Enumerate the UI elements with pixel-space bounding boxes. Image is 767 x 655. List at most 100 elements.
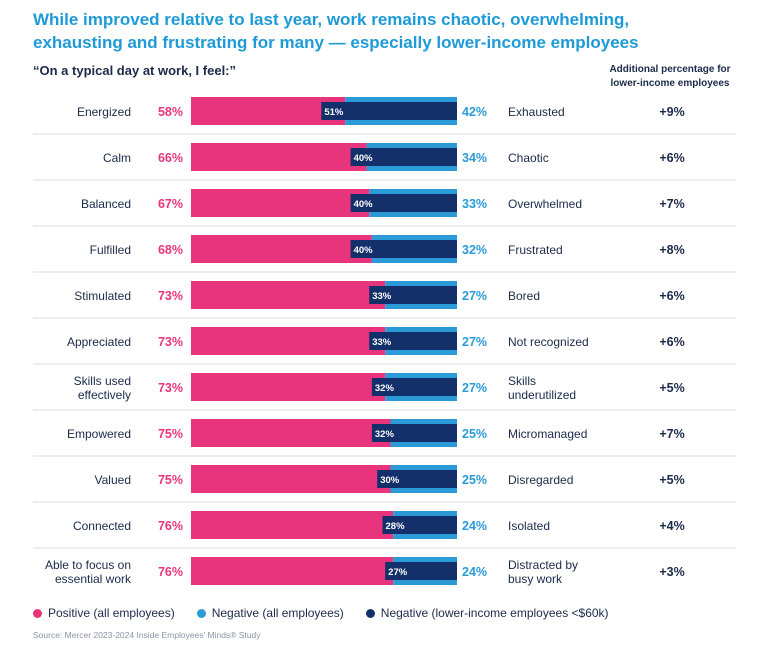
negative-category-label: Disregarded <box>508 473 573 487</box>
legend-positive-dot-icon <box>33 608 42 618</box>
positive-category-label: Balanced <box>81 197 131 211</box>
positive-value-label: 58% <box>158 105 183 119</box>
negative-category-label: Chaotic <box>508 151 549 165</box>
positive-category-label: Connected <box>73 519 131 533</box>
bar-negative-low-income <box>321 102 457 120</box>
legend-label: Positive (all employees) <box>48 606 175 620</box>
positive-category-label: effectively <box>78 388 131 402</box>
bar-negative-low-income <box>350 194 457 212</box>
negative-category-label: busy work <box>508 572 563 586</box>
positive-category-label: Appreciated <box>67 335 131 349</box>
positive-category-label: Fulfilled <box>90 243 131 257</box>
bar-negative-low-income <box>377 470 457 488</box>
additional-header-line: Additional percentage for <box>609 64 731 75</box>
negative-value-label: 27% <box>462 335 487 349</box>
negative-category-label: Skills <box>508 374 536 388</box>
positive-value-label: 75% <box>158 473 183 487</box>
bar-low-income-label: 33% <box>372 291 392 302</box>
negative-value-label: 33% <box>462 197 487 211</box>
negative-category-label: Isolated <box>508 519 550 533</box>
bar-low-income-label: 51% <box>324 107 344 118</box>
positive-category-label: Calm <box>103 151 131 165</box>
bar-positive <box>191 511 394 539</box>
bar-negative-low-income <box>369 286 457 304</box>
negative-category-label: Distracted by <box>508 558 578 572</box>
positive-category-label: Stimulated <box>74 289 131 303</box>
legend: Positive (all employees) Negative (all e… <box>33 606 609 620</box>
positive-value-label: 73% <box>158 289 183 303</box>
chart-title: While improved relative to last year, wo… <box>33 8 753 54</box>
positive-category-label: Energized <box>77 105 131 119</box>
positive-value-label: 73% <box>158 381 183 395</box>
additional-percentage-label: +6% <box>659 289 684 303</box>
positive-category-label: essential work <box>55 572 132 586</box>
negative-category-label: Not recognized <box>508 335 589 349</box>
positive-value-label: 66% <box>158 151 183 165</box>
legend-item-negative-low-income: Negative (lower-income employees <$60k) <box>365 606 609 620</box>
legend-label: Negative (all employees) <box>211 606 344 620</box>
legend-item-negative: Negative (all employees) <box>196 606 344 620</box>
negative-value-label: 27% <box>462 381 487 395</box>
bar-low-income-label: 27% <box>388 567 408 578</box>
bar-low-income-label: 33% <box>372 337 392 348</box>
bar-low-income-label: 32% <box>375 383 395 394</box>
bar-low-income-label: 28% <box>386 521 406 532</box>
negative-category-label: Overwhelmed <box>508 197 582 211</box>
positive-value-label: 67% <box>158 197 183 211</box>
chart-title-line: exhausting and frustrating for many — es… <box>33 33 639 52</box>
bar-positive <box>191 419 391 447</box>
bar-low-income-label: 30% <box>380 475 400 486</box>
bar-positive <box>191 465 391 493</box>
additional-percentage-label: +8% <box>659 243 684 257</box>
bar-low-income-label: 40% <box>354 199 374 210</box>
positive-category-label: Empowered <box>67 427 131 441</box>
negative-category-label: Frustrated <box>508 243 563 257</box>
negative-category-label: underutilized <box>508 388 576 402</box>
bar-positive <box>191 143 367 171</box>
bar-negative-low-income <box>382 516 457 534</box>
negative-value-label: 24% <box>462 519 487 533</box>
negative-value-label: 34% <box>462 151 487 165</box>
negative-value-label: 42% <box>462 105 487 119</box>
chart-subtitle: “On a typical day at work, I feel:” <box>33 63 237 78</box>
positive-category-label: Skills used <box>74 374 131 388</box>
positive-value-label: 76% <box>158 565 183 579</box>
additional-percentage-label: +6% <box>659 151 684 165</box>
bar-positive <box>191 327 386 355</box>
legend-negative-dot-icon <box>196 608 206 618</box>
positive-value-label: 76% <box>158 519 183 533</box>
additional-percentage-label: +7% <box>659 427 684 441</box>
negative-category-label: Micromanaged <box>508 427 587 441</box>
negative-value-label: 25% <box>462 427 487 441</box>
stacked-bar-chart: 51% 58% 42% Energized Exhausted +9% 40% 66% 34% C… <box>33 97 736 586</box>
bar-negative-low-income <box>371 378 457 396</box>
bar-positive <box>191 235 372 263</box>
bar-positive <box>191 189 370 217</box>
bar-negative-low-income <box>369 332 457 350</box>
negative-value-label: 32% <box>462 243 487 257</box>
bar-low-income-label: 40% <box>354 153 374 164</box>
additional-percentage-label: +5% <box>659 381 684 395</box>
positive-value-label: 73% <box>158 335 183 349</box>
bar-negative-low-income <box>350 240 457 258</box>
positive-value-label: 75% <box>158 427 183 441</box>
bar-positive <box>191 373 386 401</box>
negative-value-label: 24% <box>462 565 487 579</box>
negative-category-label: Bored <box>508 289 540 303</box>
additional-percentage-label: +9% <box>659 105 684 119</box>
additional-percentage-label: +4% <box>659 519 684 533</box>
positive-category-label: Valued <box>95 473 131 487</box>
additional-percentage-label: +5% <box>659 473 684 487</box>
bar-positive <box>191 557 394 585</box>
additional-percentage-label: +3% <box>659 565 684 579</box>
bar-positive <box>191 281 386 309</box>
additional-percentage-label: +6% <box>659 335 684 349</box>
bar-negative-low-income <box>385 562 457 580</box>
bar-low-income-label: 40% <box>354 245 374 256</box>
source-note: Source: Mercer 2023-2024 Inside Employee… <box>33 630 261 640</box>
legend-label: Negative (lower-income employees <$60k) <box>380 606 609 620</box>
bar-low-income-label: 32% <box>375 429 395 440</box>
legend-item-positive: Positive (all employees) <box>33 606 175 620</box>
positive-value-label: 68% <box>158 243 183 257</box>
negative-value-label: 27% <box>462 289 487 303</box>
